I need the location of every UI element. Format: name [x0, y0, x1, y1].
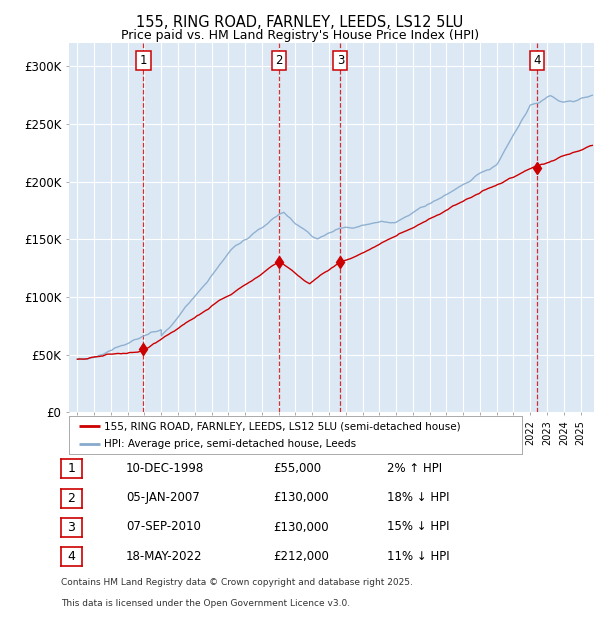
Text: 2: 2 — [275, 54, 283, 67]
Text: 4: 4 — [67, 551, 76, 563]
Text: 18-MAY-2022: 18-MAY-2022 — [126, 550, 203, 562]
Text: Price paid vs. HM Land Registry's House Price Index (HPI): Price paid vs. HM Land Registry's House … — [121, 29, 479, 42]
Text: 4: 4 — [533, 54, 541, 67]
Text: 1: 1 — [140, 54, 147, 67]
Text: 18% ↓ HPI: 18% ↓ HPI — [387, 492, 449, 504]
Text: £130,000: £130,000 — [273, 521, 329, 533]
Text: Contains HM Land Registry data © Crown copyright and database right 2025.: Contains HM Land Registry data © Crown c… — [61, 578, 413, 587]
Text: HPI: Average price, semi-detached house, Leeds: HPI: Average price, semi-detached house,… — [104, 439, 356, 449]
Text: 07-SEP-2010: 07-SEP-2010 — [126, 521, 201, 533]
Text: 155, RING ROAD, FARNLEY, LEEDS, LS12 5LU: 155, RING ROAD, FARNLEY, LEEDS, LS12 5LU — [136, 15, 464, 30]
Text: £130,000: £130,000 — [273, 492, 329, 504]
Text: 11% ↓ HPI: 11% ↓ HPI — [387, 550, 449, 562]
Text: 05-JAN-2007: 05-JAN-2007 — [126, 492, 200, 504]
Text: 3: 3 — [337, 54, 344, 67]
Text: £212,000: £212,000 — [273, 550, 329, 562]
Text: 155, RING ROAD, FARNLEY, LEEDS, LS12 5LU (semi-detached house): 155, RING ROAD, FARNLEY, LEEDS, LS12 5LU… — [104, 422, 461, 432]
Text: 15% ↓ HPI: 15% ↓ HPI — [387, 521, 449, 533]
Text: £55,000: £55,000 — [273, 462, 321, 474]
Text: This data is licensed under the Open Government Licence v3.0.: This data is licensed under the Open Gov… — [61, 598, 350, 608]
Text: 10-DEC-1998: 10-DEC-1998 — [126, 462, 204, 474]
Text: 2% ↑ HPI: 2% ↑ HPI — [387, 462, 442, 474]
Text: 2: 2 — [67, 492, 76, 505]
Text: 1: 1 — [67, 463, 76, 475]
Text: 3: 3 — [67, 521, 76, 534]
